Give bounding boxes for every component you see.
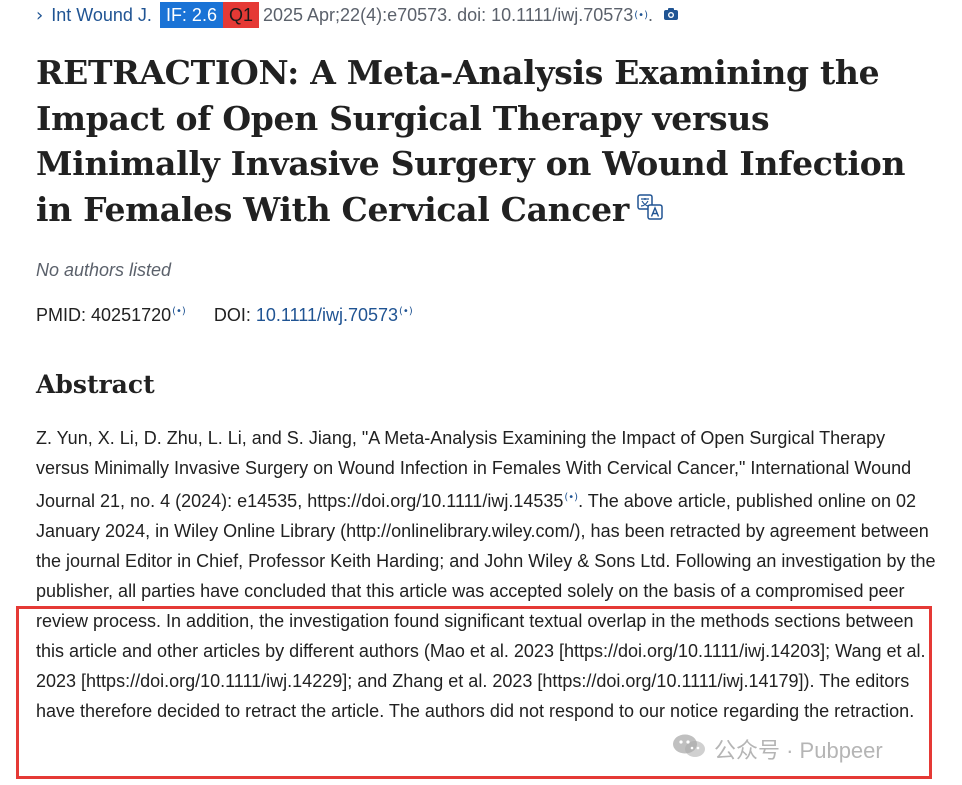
- journal-link[interactable]: Int Wound J.: [51, 4, 152, 25]
- abstract-body: Z. Yun, X. Li, D. Zhu, L. Li, and S. Jia…: [36, 423, 936, 726]
- translate-icon[interactable]: [637, 186, 663, 232]
- doi-broadcast-icon[interactable]: (•): [399, 306, 413, 317]
- article-title-text: RETRACTION: A Meta-Analysis Examining th…: [36, 53, 906, 229]
- citation-details-end: .: [647, 4, 653, 25]
- abstract-text: . The above article, published online on…: [36, 491, 936, 721]
- quartile-badge: Q1: [222, 2, 259, 28]
- pmid-value: 40251720: [91, 305, 172, 325]
- pmid-broadcast-icon[interactable]: (•): [172, 306, 186, 317]
- article-identifiers: PMID: 40251720(•) DOI: 10.1111/iwj.70573…: [36, 305, 413, 326]
- wechat-icon: [672, 733, 706, 765]
- doi-label: DOI:: [213, 305, 251, 325]
- pmid-label: PMID:: [36, 305, 87, 325]
- camera-icon[interactable]: [663, 5, 679, 26]
- citation-details: 2025 Apr;22(4):e70573. doi: 10.1111/iwj.…: [262, 4, 634, 25]
- abstract-citation: Z. Yun, X. Li, D. Zhu, L. Li, and S. Jia…: [36, 428, 912, 511]
- abstract-heading: Abstract: [36, 370, 155, 399]
- article-title: RETRACTION: A Meta-Analysis Examining th…: [36, 50, 916, 234]
- watermark-text: 公众号 · Pubpeer: [714, 738, 883, 763]
- broadcast-icon[interactable]: (•): [634, 9, 648, 21]
- watermark: 公众号 · Pubpeer: [672, 733, 883, 765]
- authors: No authors listed: [36, 260, 172, 280]
- abstract-paragraph: Z. Yun, X. Li, D. Zhu, L. Li, and S. Jia…: [36, 423, 936, 726]
- chevron-right-icon[interactable]: ›: [36, 4, 44, 26]
- citation-bar: › Int Wound J. IF: 2.6 Q1 2025 Apr;22(4)…: [36, 2, 679, 28]
- doi-link[interactable]: 10.1111/iwj.70573: [255, 305, 399, 325]
- abstract-broadcast-icon[interactable]: (•): [564, 492, 579, 503]
- impact-factor-badge: IF: 2.6: [159, 2, 223, 28]
